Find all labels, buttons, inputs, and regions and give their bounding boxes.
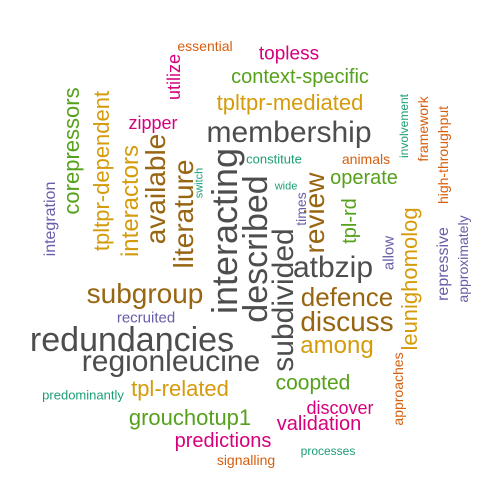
word-corepressors: corepressors bbox=[59, 87, 84, 215]
word-approximately: approximately bbox=[455, 215, 471, 303]
word-leunighomolog: leunighomolog bbox=[397, 207, 422, 351]
word-essential: essential bbox=[177, 38, 233, 54]
word-switch: switch bbox=[193, 167, 206, 199]
word-context-specific: context-specific bbox=[231, 66, 369, 88]
word-processes: processes bbox=[300, 444, 356, 458]
word-topless: topless bbox=[258, 43, 320, 65]
word-involvement: involvement bbox=[397, 93, 411, 159]
word-defence: defence bbox=[300, 282, 394, 312]
word-atbzip: atbzip bbox=[292, 251, 374, 284]
word-times: times bbox=[293, 192, 309, 226]
word-available: available bbox=[140, 133, 171, 245]
word-tpltpr-mediated: tpltpr-mediated bbox=[216, 90, 364, 115]
word-integration: integration bbox=[42, 181, 59, 257]
word-discover: discover bbox=[306, 398, 374, 418]
word-among: among bbox=[300, 332, 374, 359]
word-subdivided: subdivided bbox=[267, 228, 300, 372]
word-grouchotup1: grouchotup1 bbox=[128, 405, 252, 430]
word-predominantly: predominantly bbox=[42, 387, 124, 403]
word-allow: allow bbox=[380, 235, 398, 271]
word-subgroup: subgroup bbox=[86, 278, 204, 309]
word-operate: operate bbox=[330, 167, 398, 189]
word-zipper: zipper bbox=[128, 113, 178, 133]
word-animals: animals bbox=[341, 151, 391, 167]
word-predictions: predictions bbox=[174, 430, 272, 452]
word-recruited: recruited bbox=[116, 309, 176, 327]
word-approaches: approaches bbox=[390, 352, 406, 426]
word-tpl-rd: tpl-rd bbox=[339, 198, 361, 244]
word-tpl-related: tpl-related bbox=[131, 376, 229, 401]
word-redundancies: redundancies bbox=[29, 321, 235, 359]
word-validation: validation bbox=[276, 413, 362, 435]
word-repressive: repressive bbox=[435, 227, 452, 301]
word-utilize: utilize bbox=[164, 53, 184, 101]
word-constitute: constitute bbox=[246, 151, 302, 167]
word-signalling: signalling bbox=[216, 452, 276, 468]
word-tpltpr-dependent: tpltpr-dependent bbox=[89, 90, 114, 252]
word-coopted: coopted bbox=[275, 371, 351, 395]
word-membership: membership bbox=[206, 116, 372, 149]
word-regionleucine: regionleucine bbox=[81, 345, 261, 378]
word-discuss: discuss bbox=[300, 306, 394, 337]
word-framework: framework bbox=[415, 96, 431, 162]
word-wide: wide bbox=[274, 180, 298, 193]
word-high-throughput: high-throughput bbox=[435, 105, 451, 205]
